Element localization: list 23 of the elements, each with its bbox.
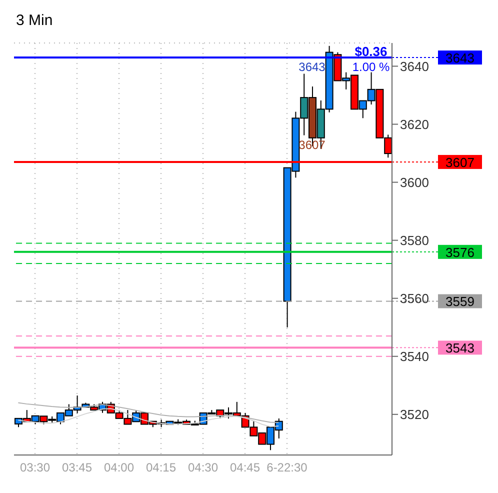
x-tick-label: 6-22:30 bbox=[266, 460, 308, 475]
x-tick-label: 04:45 bbox=[230, 460, 260, 475]
y-tick-label: 3520 bbox=[400, 406, 429, 422]
annotation: 1.00 % bbox=[352, 60, 390, 74]
x-tick-label: 04:00 bbox=[104, 460, 134, 475]
ref-line-label: 3543 bbox=[446, 340, 474, 356]
y-tick-label: 3640 bbox=[400, 58, 429, 74]
chart-title: 3 Min bbox=[15, 11, 54, 31]
annotation: 3643 bbox=[298, 60, 326, 74]
y-tick-label: 3540 bbox=[400, 348, 429, 364]
y-tick-label: 3600 bbox=[400, 174, 429, 190]
annotation: $0.36 bbox=[354, 44, 388, 59]
x-tick-label: 03:45 bbox=[62, 460, 92, 475]
ref-line-label: 3576 bbox=[446, 244, 474, 260]
x-tick-label: 03:30 bbox=[20, 460, 50, 475]
x-tick-label: 04:15 bbox=[146, 460, 176, 475]
y-tick-label: 3620 bbox=[400, 116, 429, 132]
x-tick-label: 04:30 bbox=[188, 460, 218, 475]
ref-line-label: 3559 bbox=[446, 294, 474, 310]
y-tick-label: 3560 bbox=[400, 290, 429, 306]
ref-line-label: 3607 bbox=[446, 154, 474, 170]
ref-line-label: 3643 bbox=[446, 50, 474, 66]
y-tick-label: 3580 bbox=[400, 232, 429, 248]
